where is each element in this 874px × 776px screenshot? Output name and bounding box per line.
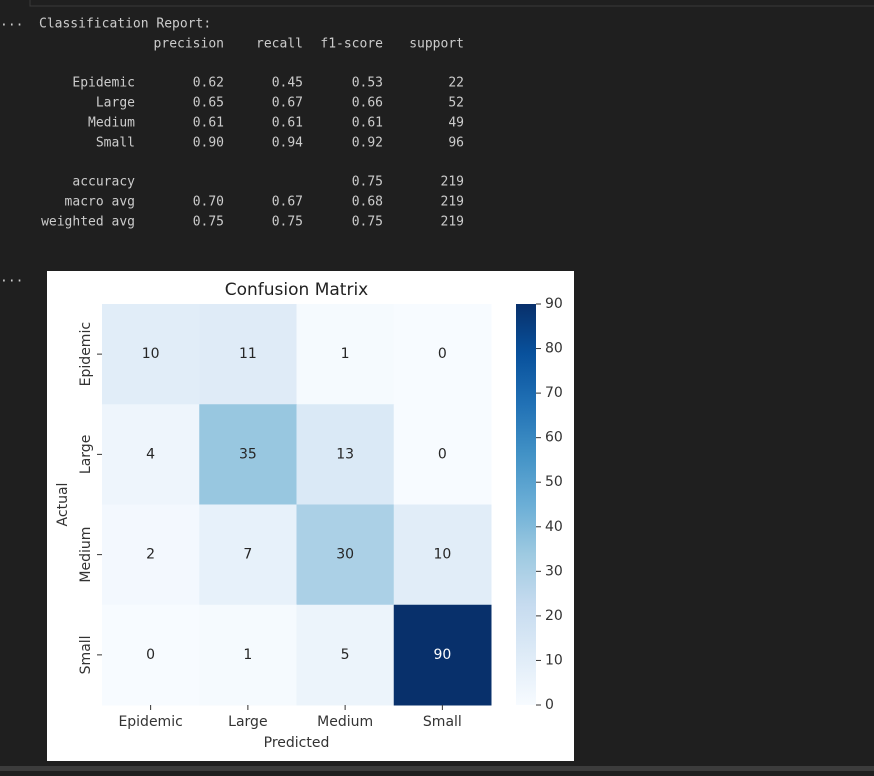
report-cell: 0.92 [352, 136, 383, 151]
x-tick-label: Epidemic [118, 714, 182, 730]
colorbar-tick-label: 50 [545, 474, 563, 490]
report-cell: 0.62 [193, 76, 224, 91]
heatmap-cell [199, 304, 297, 405]
report-cell: 0.61 [352, 116, 383, 131]
heatmap-cell [393, 504, 492, 606]
heatmap-cell [296, 304, 395, 405]
report-header: support [409, 37, 464, 52]
x-tick-label: Large [228, 714, 267, 730]
report-cell: 0.90 [193, 136, 224, 151]
report-cell: 22 [448, 76, 464, 91]
cell-annotation: 2 [146, 547, 155, 563]
heatmap-cell [102, 504, 200, 606]
colorbar-tick-label: 0 [545, 697, 554, 713]
report-cell: 0.68 [352, 195, 383, 210]
chart-title: Confusion Matrix [225, 280, 369, 300]
heatmap-cell [102, 604, 200, 706]
report-title: Classification Report: [39, 17, 211, 32]
colorbar-tick-label: 90 [545, 296, 563, 312]
report-header: precision [154, 37, 224, 52]
colorbar-tick-label: 20 [545, 608, 563, 624]
heatmap-cell [102, 404, 200, 505]
x-tick-label: Medium [317, 714, 373, 730]
report-row-label: Small [96, 136, 135, 151]
x-tick-label: Small [423, 714, 462, 730]
report-row-label: weighted avg [41, 215, 135, 230]
colorbar-tick-label: 70 [545, 385, 563, 401]
cell-annotation: 35 [239, 446, 257, 462]
report-cell: 0.65 [193, 96, 224, 111]
cell-border [29, 0, 874, 7]
cell-annotation: 1 [341, 346, 350, 362]
y-tick-label: Medium [78, 527, 94, 583]
heatmap-cell [296, 504, 395, 606]
report-cell: 0.66 [352, 96, 383, 111]
bottom-bar [0, 766, 874, 771]
heatmap-cell [199, 504, 297, 606]
colorbar-tick-label: 60 [545, 430, 563, 446]
report-cell: 0.61 [193, 116, 224, 131]
cell-annotation: 7 [243, 547, 252, 563]
report-cell: 0.53 [352, 76, 383, 91]
cell-annotation: 0 [438, 446, 447, 462]
cell-annotation: 90 [433, 647, 451, 663]
report-cell: 0.75 [272, 215, 303, 230]
cell-annotation: 5 [341, 647, 350, 663]
x-axis-label: Predicted [264, 735, 330, 751]
report-cell: 0.75 [193, 215, 224, 230]
cell-annotation: 0 [438, 346, 447, 362]
heatmap-cell [199, 404, 297, 505]
colorbar [516, 304, 536, 705]
report-cell: 0.67 [272, 195, 303, 210]
heatmap-cell [393, 304, 492, 405]
report-cell: 49 [448, 116, 464, 131]
cell-annotation: 1 [243, 647, 252, 663]
report-row-label: Medium [88, 116, 135, 131]
report-cell: 219 [441, 195, 464, 210]
y-tick-label: Small [78, 635, 94, 674]
report-row-label: Epidemic [72, 76, 135, 91]
cell-annotation: 11 [239, 346, 257, 362]
report-cell: 96 [448, 136, 464, 151]
cell-annotation: 4 [146, 446, 155, 462]
report-cell: 0.75 [352, 175, 383, 190]
cell-annotation: 30 [336, 547, 354, 563]
report-header: recall [256, 37, 303, 52]
report-row-label: accuracy [72, 175, 135, 190]
heatmap-cell [393, 604, 492, 706]
report-cell: 0.94 [272, 136, 303, 151]
report-header: f1-score [320, 37, 383, 52]
report-row-label: Large [96, 96, 135, 111]
y-tick-label: Epidemic [78, 322, 94, 386]
heatmap-cell [296, 404, 395, 505]
heatmap-cell [199, 604, 297, 706]
y-axis-label: Actual [55, 483, 71, 527]
colorbar-tick-label: 10 [545, 652, 563, 668]
report-cell: 0.75 [352, 215, 383, 230]
colorbar-tick-label: 80 [545, 341, 563, 357]
colorbar-tick-label: 30 [545, 563, 563, 579]
report-cell: 0.70 [193, 195, 224, 210]
cell-annotation: 0 [146, 647, 155, 663]
output-prompt: ... [0, 271, 23, 286]
cell-annotation: 10 [142, 346, 160, 362]
report-cell: 0.61 [272, 116, 303, 131]
report-cell: 0.45 [272, 76, 303, 91]
report-cell: 219 [441, 175, 464, 190]
cell-annotation: 10 [433, 547, 451, 563]
heatmap-cell [393, 404, 492, 505]
report-cell: 0.67 [272, 96, 303, 111]
report-cell: 219 [441, 215, 464, 230]
report-row-label: macro avg [65, 195, 135, 210]
cell-annotation: 13 [336, 446, 354, 462]
report-cell: 52 [448, 96, 464, 111]
colorbar-tick-label: 40 [545, 519, 563, 535]
y-tick-label: Large [78, 435, 94, 474]
heatmap-cell [296, 604, 395, 706]
output-prompt: ... [0, 15, 23, 30]
heatmap-cell [102, 304, 200, 405]
